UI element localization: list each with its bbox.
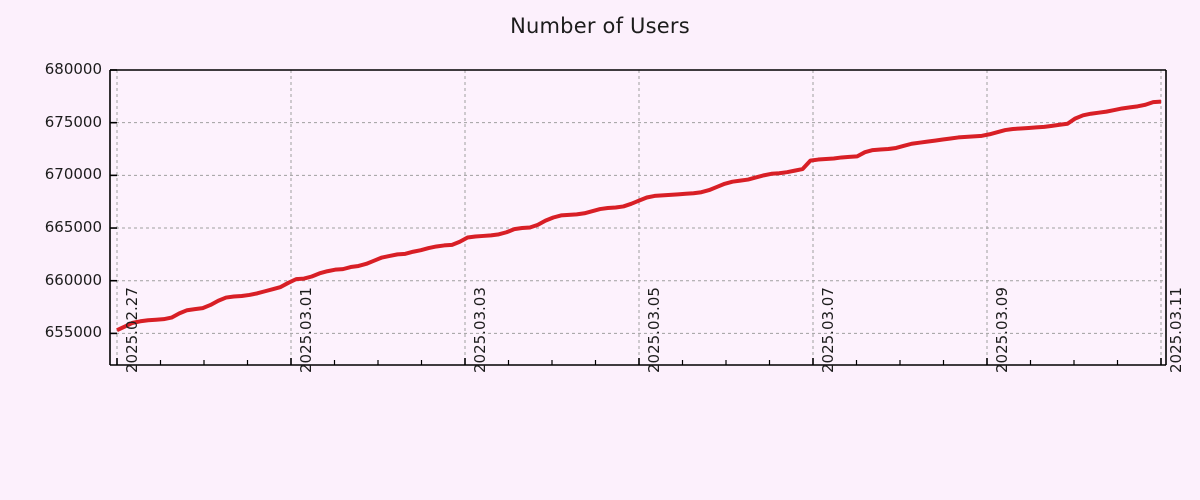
x-axis-minor-ticks <box>159 360 1119 365</box>
x-axis-tick-label: 2025.03.11 <box>1167 287 1185 373</box>
plot-background <box>110 70 1166 365</box>
x-axis-tick-label: 2025.03.09 <box>993 287 1011 373</box>
y-axis-tick-label: 660000 <box>44 270 102 289</box>
y-axis-tick-label: 680000 <box>44 60 102 78</box>
vertical-gridlines <box>116 70 1162 365</box>
x-axis-tick-label: 2025.03.05 <box>645 287 663 373</box>
x-axis-tick-label: 2025.03.07 <box>819 287 837 373</box>
x-axis-major-ticks <box>116 358 1162 365</box>
x-axis-tick-label: 2025.03.03 <box>471 287 489 373</box>
axis-frame <box>109 69 1167 366</box>
y-axis-tick-label: 665000 <box>44 218 102 237</box>
y-axis-major-ticks <box>110 69 117 335</box>
y-axis-tick-label: 675000 <box>44 112 102 131</box>
data-series-line <box>116 99 1162 333</box>
x-axis-tick-label: 2025.02.27 <box>123 287 141 373</box>
chart-title: Number of Users <box>510 14 690 38</box>
y-axis-tick-label: 655000 <box>44 323 102 342</box>
y-axis-tick-label: 670000 <box>44 165 102 184</box>
x-axis-tick-label: 2025.03.01 <box>297 287 315 373</box>
